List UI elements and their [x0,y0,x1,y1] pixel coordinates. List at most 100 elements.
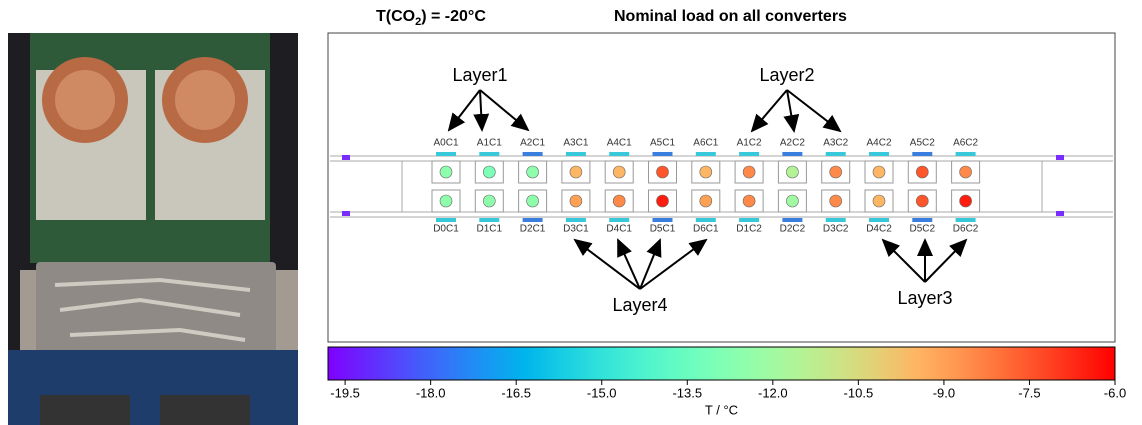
module-label: D1C1 [477,224,503,235]
temperature-dot [960,166,972,178]
module-label: D3C2 [823,224,849,235]
connector-pad [523,152,543,156]
temperature-dot [786,195,798,207]
module-label: D6C1 [693,224,719,235]
module-label: A6C2 [953,138,978,149]
connector-pad [782,152,802,156]
temperature-dot [657,195,669,207]
connector-pad [739,152,759,156]
module-label: A5C2 [910,138,935,149]
tick-label: -12.0 [758,385,788,400]
connector-pad [523,218,543,222]
module-label: D0C1 [433,224,459,235]
colorbar-label: T / °C [705,402,738,417]
temperature-dot [960,195,972,207]
module-label: D2C2 [780,224,806,235]
temperature-dot [743,166,755,178]
temperature-dot [786,166,798,178]
module-label: A4C2 [866,138,891,149]
module-label: D5C1 [650,224,676,235]
diagram-frame [328,33,1115,342]
connector-pad [436,152,456,156]
module-label: A4C1 [607,138,632,149]
connector-pad [609,218,629,222]
temperature-dot [527,166,539,178]
layer-label: Layer1 [452,65,507,85]
temperature-dot [700,195,712,207]
module-label: A0C1 [433,138,458,149]
module-label: A2C2 [780,138,805,149]
temperature-dot [570,166,582,178]
connector-pad [956,218,976,222]
tick-label: -19.5 [330,385,360,400]
module-label: D4C2 [866,224,892,235]
tick-label: -9.0 [933,385,955,400]
connector-pad [696,218,716,222]
module-label: A2C1 [520,138,545,149]
temperature-dot [657,166,669,178]
layer-label: Layer3 [897,288,952,308]
tick-label: -10.5 [844,385,874,400]
temperature-dot [873,166,885,178]
connector-pad [869,152,889,156]
title-text: T(CO [376,8,415,25]
module-label: D6C2 [953,224,979,235]
connector-pad [782,218,802,222]
temperature-dot [527,195,539,207]
subtitle: Nominal load on all converters [614,8,847,25]
temperature-dot [873,195,885,207]
module-label: D4C1 [606,224,632,235]
connector-pad [609,152,629,156]
connector-pad [826,152,846,156]
colorbar [328,347,1115,380]
module-label: A6C1 [693,138,718,149]
tick-label: -13.5 [672,385,702,400]
temperature-dot [916,195,928,207]
module-label: A3C2 [823,138,848,149]
module-label: D2C1 [520,224,546,235]
module-label: D3C1 [563,224,589,235]
connector-pad [826,218,846,222]
temperature-dot [440,166,452,178]
module-label: D1C2 [736,224,762,235]
temperature-dot [830,195,842,207]
temperature-dot [743,195,755,207]
tick-label: -15.0 [587,385,617,400]
connector-pad [479,218,499,222]
connector-pad [956,152,976,156]
module-label: A1C1 [477,138,502,149]
connector-pad [566,218,586,222]
title-text: ) = -20°C [421,8,486,25]
connector-pad [566,152,586,156]
tick-label: -7.5 [1018,385,1040,400]
module-label: A5C1 [650,138,675,149]
figure: T(CO2) = -20°C Nominal load on all conve… [0,0,1142,425]
layer-label: Layer2 [759,65,814,85]
connector-pad [653,218,673,222]
connector-pad [696,152,716,156]
connector-pad [869,218,889,222]
temperature-dot [700,166,712,178]
page: T(CO2) = -20°C Nominal load on all conve… [0,0,1142,425]
tick-label: -18.0 [416,385,446,400]
layer-label: Layer4 [612,295,667,315]
connector-pad [436,218,456,222]
temperature-dot [570,195,582,207]
temperature-dot [483,166,495,178]
temperature-dot [440,195,452,207]
tick-label: -16.5 [501,385,531,400]
photo [8,33,298,425]
connector-pad [912,218,932,222]
temperature-dot [830,166,842,178]
temperature-dot [483,195,495,207]
tick-label: -6.0 [1104,385,1126,400]
connector-pad [739,218,759,222]
module-label: A1C2 [737,138,762,149]
temperature-dot [613,166,625,178]
temperature-dot [916,166,928,178]
title: T(CO2) = -20°C [376,8,486,28]
module-label: A3C1 [563,138,588,149]
connector-pad [653,152,673,156]
connector-pad [912,152,932,156]
module-label: D5C2 [910,224,936,235]
